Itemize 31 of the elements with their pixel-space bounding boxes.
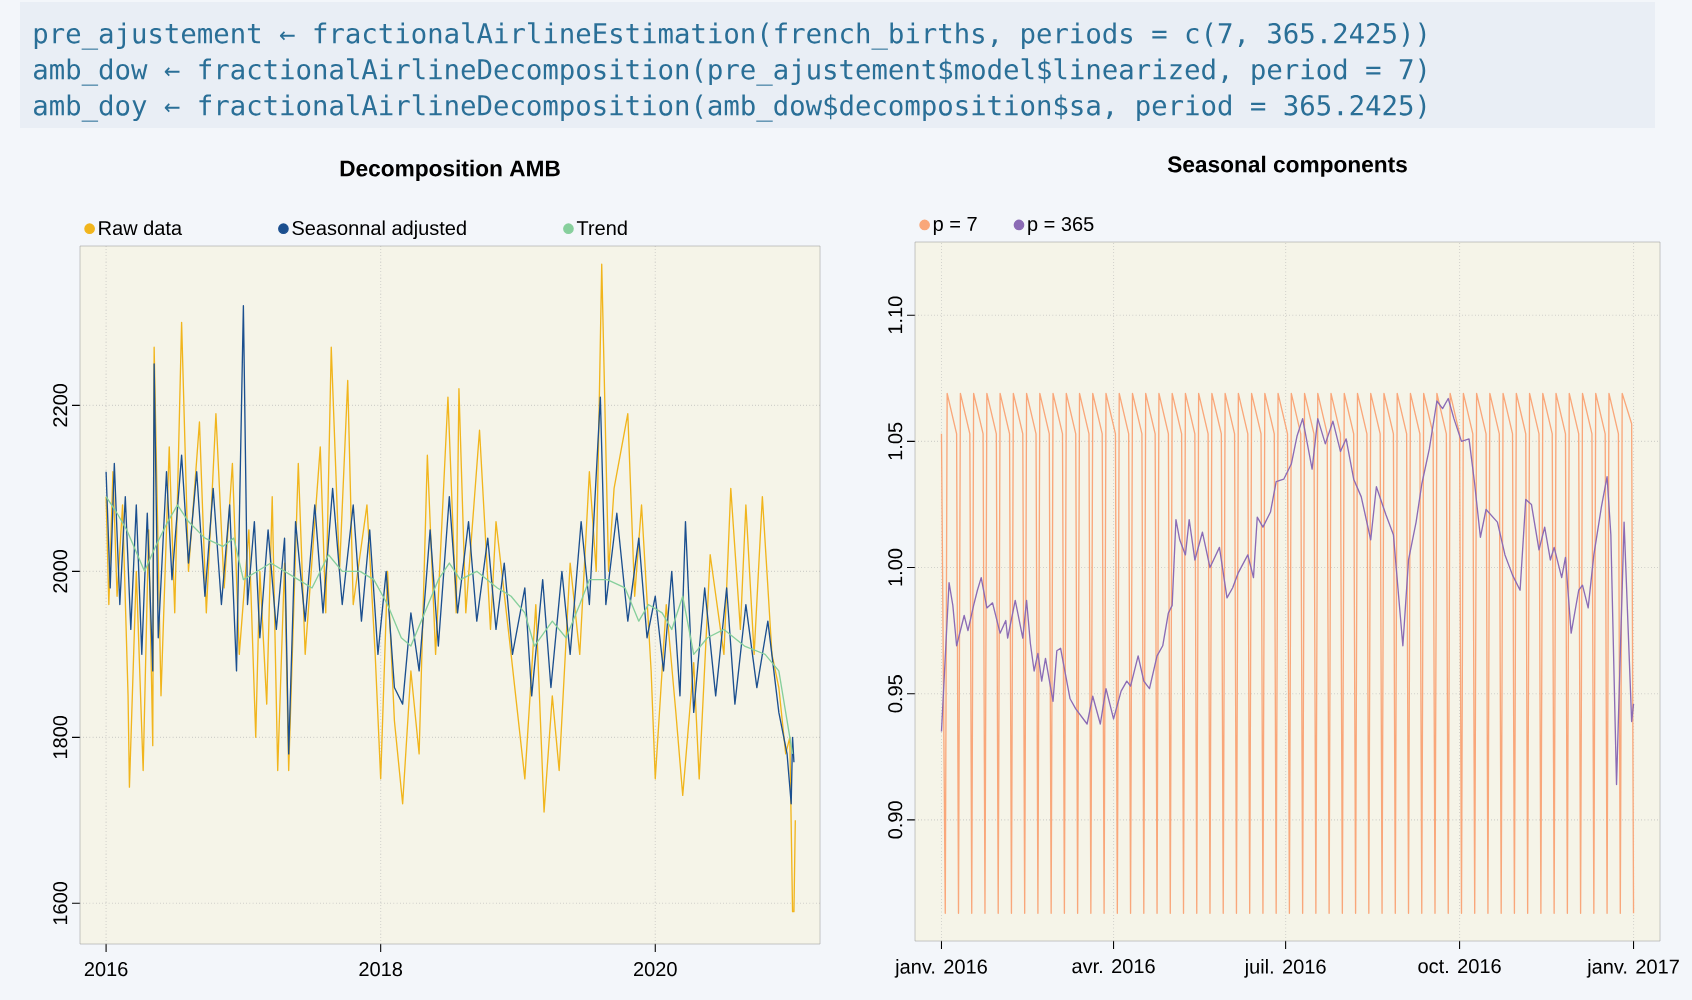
line-series — [105, 305, 795, 805]
text: amb_doy ← fractionalAirlineDecomposition(amb_dow$decomposition$sa, period = 365.2425) — [34, 94, 1426, 122]
y-tick-label: 0.95 — [888, 675, 903, 713]
x-tick-label: 2020 — [634, 962, 677, 977]
x-tick-label: janv. 2017 — [1586, 959, 1679, 978]
y-tick-label: 2200 — [53, 383, 68, 427]
x-tick-label: oct. 2016 — [1418, 959, 1501, 974]
legend-label: Seasonnal adjusted — [292, 220, 466, 240]
line-series — [105, 263, 796, 913]
legend-label: Raw data — [99, 220, 183, 236]
x-tick-label: juil. 2016 — [1244, 959, 1326, 978]
x-tick-label: 2018 — [359, 962, 403, 977]
x-tick-label: avr. 2016 — [1072, 959, 1155, 974]
y-tick-label: 1600 — [53, 881, 68, 925]
line-series — [940, 392, 1635, 914]
text: pre_ajustement ← fractionalAirlineEstimation(french_births, periods = c(7, 365.2425)) — [34, 22, 1426, 50]
y-tick-label: 1.10 — [888, 296, 903, 334]
chart-title: Seasonal components — [1167, 155, 1407, 177]
legend-label: Trend — [576, 220, 627, 236]
x-tick-label: janv. 2016 — [894, 959, 987, 978]
y-tick-label: 0.90 — [888, 801, 903, 839]
legend-label: p = 365 — [1028, 216, 1094, 236]
y-tick-label: 2000 — [53, 549, 68, 593]
text: amb_dow ← fractionalAirlineDecomposition(pre_ajustement$model$linearized, period = 7) — [34, 58, 1426, 86]
y-tick-label: 1.00 — [888, 548, 903, 586]
x-tick-label: 2016 — [84, 962, 128, 977]
legend-label: p = 7 — [933, 217, 977, 235]
chart-title: Decomposition AMB — [340, 159, 560, 181]
y-tick-label: 1.05 — [888, 422, 903, 460]
line-series — [940, 397, 1635, 786]
y-tick-label: 1800 — [53, 715, 68, 759]
